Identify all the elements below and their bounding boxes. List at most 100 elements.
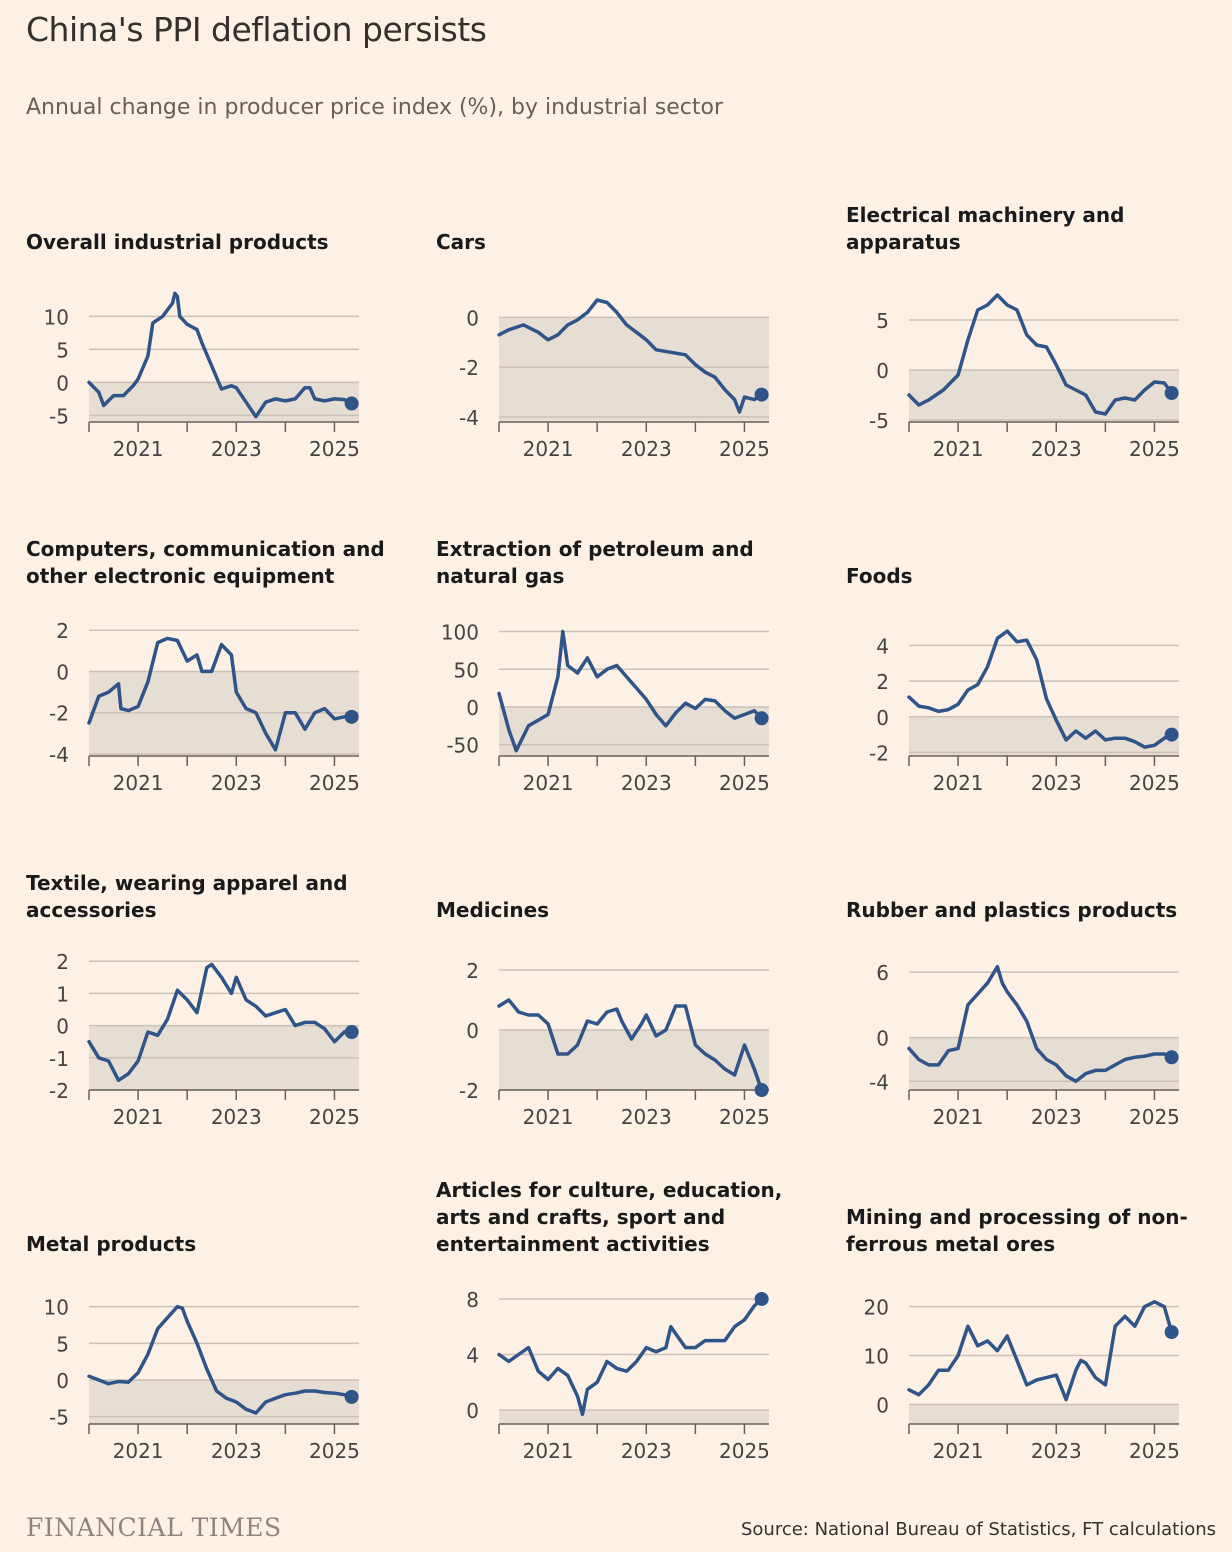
line-chart: 6 0 -4 2021 2023 2025	[869, 961, 1180, 1129]
series-line	[497, 1297, 764, 1417]
y-tick-label: -1	[49, 1047, 69, 1071]
latest-point	[1164, 1325, 1179, 1340]
latest-point	[754, 387, 769, 402]
x-tick-label: 2023	[211, 437, 262, 461]
chart-panel: Electrical machinery and apparatus 5 0 -5 20…	[846, 203, 1206, 462]
y-tick-label: 0	[56, 1015, 69, 1039]
x-tick-label: 2023	[1031, 1439, 1082, 1463]
latest-point	[344, 1389, 359, 1404]
x-tick-label: 2025	[719, 1439, 770, 1463]
line-chart: 100 50 0 -50 2021 2023 2025	[441, 621, 770, 795]
x-tick-label: 2021	[933, 437, 984, 461]
panel-title: Electrical machinery and apparatus	[846, 203, 1125, 254]
panel-title: Textile, wearing apparel and accessories	[26, 871, 348, 922]
y-tick-label: 100	[441, 621, 479, 645]
latest-point	[1164, 386, 1179, 400]
panel-title: Mining and processing of non-ferrous met…	[846, 1205, 1188, 1256]
line-chart: 10 5 0 -5 2021 2023 2025	[44, 291, 360, 461]
y-tick-label: -5	[49, 1406, 69, 1430]
series-line	[907, 629, 1174, 749]
x-tick-label: 2023	[621, 1105, 672, 1129]
y-tick-label: 0	[876, 1027, 889, 1051]
panel-title: Rubber and plastics products	[846, 898, 1178, 922]
negative-band	[909, 716, 1179, 756]
ft-logo: FINANCIAL TIMES	[26, 1513, 282, 1542]
panel-title: Articles for culture, education, arts an…	[436, 1178, 783, 1256]
latest-point	[1164, 1050, 1179, 1065]
negative-band	[89, 671, 359, 756]
y-tick-label: -2	[869, 741, 889, 765]
line-chart: 20 10 0 2021 2023 2025	[864, 1296, 1180, 1463]
x-tick-label: 2025	[719, 771, 770, 795]
x-tick-label: 2021	[933, 1439, 984, 1463]
x-tick-label: 2023	[211, 1439, 262, 1463]
x-tick-label: 2023	[1031, 437, 1082, 461]
y-tick-label: -5	[49, 404, 69, 428]
chart-title: China's PPI deflation persists	[26, 10, 487, 49]
y-tick-label: 10	[44, 305, 69, 329]
y-tick-label: -4	[49, 743, 69, 767]
x-tick-label: 2021	[113, 771, 164, 795]
y-tick-label: 5	[876, 309, 889, 333]
y-tick-label: -4	[459, 406, 479, 430]
x-tick-label: 2025	[719, 437, 770, 461]
chart-panel: Computers, communication and other elect…	[26, 537, 386, 796]
x-tick-label: 2021	[523, 1105, 574, 1129]
x-tick-label: 2025	[1129, 1105, 1180, 1129]
chart-panel: Rubber and plastics products 6 0 -4 2021 2023…	[846, 898, 1206, 1130]
series-line	[907, 293, 1174, 416]
latest-point	[344, 1025, 359, 1040]
panel-title: Extraction of petroleum and natural gas	[436, 537, 754, 588]
line-chart: 2 0 -2 -4 2021 2023 2025	[49, 619, 360, 795]
latest-point	[754, 1291, 769, 1306]
latest-point	[1164, 727, 1179, 742]
x-tick-label: 2021	[113, 437, 164, 461]
x-tick-label: 2023	[211, 1105, 262, 1129]
line-chart: 10 5 0 -5 2021 2023 2025	[44, 1296, 360, 1463]
x-tick-label: 2023	[1031, 1105, 1082, 1129]
series-line	[497, 998, 764, 1092]
x-tick-label: 2025	[1129, 437, 1180, 461]
chart-panel: Textile, wearing apparel and accessories…	[26, 871, 386, 1130]
y-tick-label: 0	[466, 1399, 479, 1423]
series-line	[87, 1304, 354, 1415]
series-line	[497, 629, 764, 753]
y-tick-label: 0	[466, 306, 479, 330]
y-tick-label: -2	[459, 356, 479, 380]
panel-title: Computers, communication and other elect…	[26, 537, 385, 588]
panel-title: Overall industrial products	[26, 230, 329, 254]
chart-panel: Extraction of petroleum and natural gas 1…	[436, 537, 796, 796]
y-tick-label: 0	[876, 359, 889, 383]
y-tick-label: -2	[49, 1079, 69, 1103]
y-tick-label: -5	[869, 409, 889, 433]
x-tick-label: 2023	[621, 1439, 672, 1463]
y-tick-label: -2	[49, 702, 69, 726]
x-tick-label: 2023	[1031, 771, 1082, 795]
y-tick-label: 6	[876, 961, 889, 985]
series-line	[907, 1300, 1174, 1402]
x-tick-label: 2025	[309, 1105, 360, 1129]
y-tick-label: 2	[876, 670, 889, 694]
x-tick-label: 2023	[211, 771, 262, 795]
x-tick-label: 2021	[523, 437, 574, 461]
x-tick-label: 2025	[1129, 771, 1180, 795]
chart-panel: Medicines 2 0 -2 2021 2023 2025	[436, 898, 796, 1130]
negative-band	[909, 1404, 1179, 1424]
series-line	[87, 291, 354, 419]
x-tick-label: 2025	[309, 437, 360, 461]
y-tick-label: 0	[466, 1019, 479, 1043]
series-line	[87, 636, 354, 752]
x-tick-label: 2021	[523, 771, 574, 795]
x-tick-label: 2021	[113, 1439, 164, 1463]
y-tick-label: -4	[869, 1070, 889, 1094]
x-tick-label: 2025	[309, 1439, 360, 1463]
source-note: Source: National Bureau of Statistics, F…	[740, 1519, 1216, 1540]
y-tick-label: 8	[466, 1288, 479, 1312]
x-tick-label: 2023	[621, 437, 672, 461]
chart-panel: Metal products 10 5 0 -5 2021 2023 2025	[26, 1232, 386, 1464]
chart-panel: Cars 0 -2 -4 2021 2023 2025	[436, 230, 796, 462]
line-chart: 0 -2 -4 2021 2023 2025	[459, 298, 770, 461]
y-tick-label: 4	[876, 634, 889, 658]
x-tick-label: 2021	[523, 1439, 574, 1463]
latest-point	[344, 396, 359, 411]
